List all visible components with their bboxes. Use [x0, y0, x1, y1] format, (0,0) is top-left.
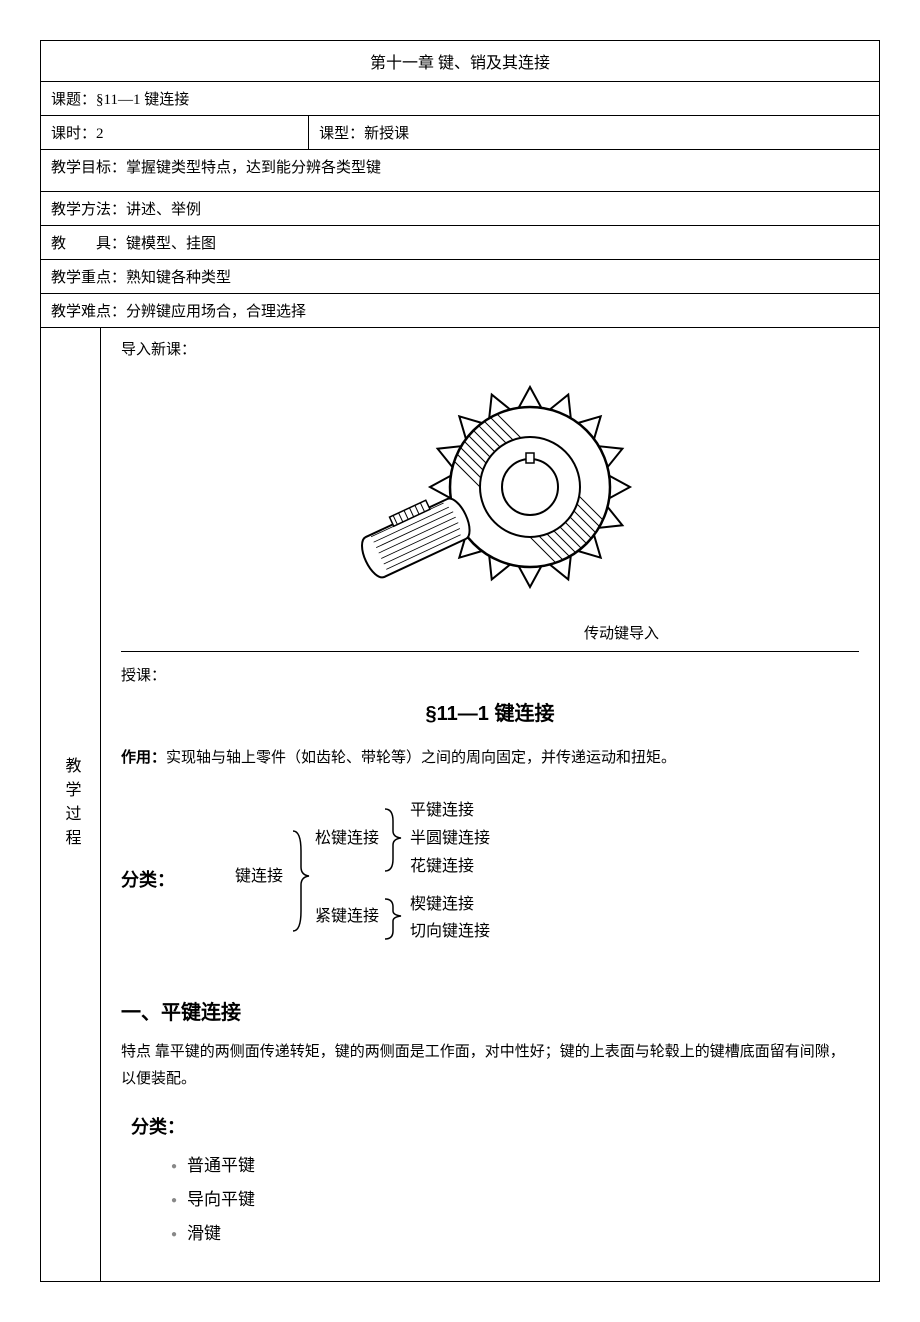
- goal-value: 掌握键类型特点，达到能分辨各类型键: [126, 160, 381, 176]
- classification-tree: 键连接 松键连接 紧键连接 平键连接 半圆键连接 花键连接 楔键连接 切向键: [215, 791, 575, 966]
- document-wrapper: 第十一章 键、销及其连接 课题：§11—1 键连接 课时：2 课型：新授课 教学…: [40, 40, 880, 1282]
- tool-value: 键模型、挂图: [126, 236, 216, 252]
- classify-label: 分类：: [121, 866, 175, 892]
- effect-text: 实现轴与轴上零件（如齿轮、带轮等）之间的周向固定，并传递运动和扭矩。: [166, 750, 676, 766]
- hours-value: 2: [96, 126, 104, 142]
- tree-leaf-1: 平键连接: [410, 801, 474, 819]
- tree-branch2: 紧键连接: [315, 907, 379, 925]
- figure-caption: 传动键导入: [584, 622, 659, 643]
- focus-value: 熟知键各种类型: [126, 270, 231, 286]
- effect-line: 作用：实现轴与轴上零件（如齿轮、带轮等）之间的周向固定，并传递运动和扭矩。: [121, 746, 859, 767]
- classify-block: 分类： 键连接 松键连接 紧键连接 平键连接 半圆键连接 花键连接: [121, 791, 859, 966]
- tree-branch1: 松键连接: [315, 829, 379, 847]
- difficulty-row: 教学难点：分辨键应用场合，合理选择: [41, 294, 879, 328]
- topic-label: 课题：: [51, 92, 96, 108]
- tool-label: 教 具：: [51, 236, 126, 252]
- method-label: 教学方法：: [51, 202, 126, 218]
- type-value: 新授课: [364, 126, 409, 142]
- feature-text: 靠平键的两侧面传递转矩，键的两侧面是工作面，对中性好；键的上表面与轮毂上的键槽底…: [121, 1044, 845, 1087]
- goal-row: 教学目标：掌握键类型特点，达到能分辨各类型键: [41, 150, 879, 192]
- section-title: §11—1 键连接: [121, 697, 859, 726]
- list-item: 导向平键: [171, 1183, 859, 1217]
- flatkey-type-list: 普通平键 导向平键 滑键: [171, 1149, 859, 1251]
- topic-row: 课题：§11—1 键连接: [41, 82, 879, 116]
- feature-label: 特点: [121, 1044, 151, 1060]
- tool-row: 教 具：键模型、挂图: [41, 226, 879, 260]
- lecture-label: 授课：: [121, 664, 859, 685]
- tree-root: 键连接: [235, 867, 283, 885]
- type-cell: 课型：新授课: [309, 116, 879, 149]
- main-row: 教学过程 导入新课：: [41, 328, 879, 1281]
- type-label: 课型：: [319, 126, 364, 142]
- content-area: 导入新课：: [101, 328, 879, 1281]
- gear-figure: 传动键导入: [121, 367, 859, 652]
- feature-paragraph: 特点 靠平键的两侧面传递转矩，键的两侧面是工作面，对中性好；键的上表面与轮毂上的…: [121, 1039, 859, 1093]
- hours-cell: 课时：2: [41, 116, 309, 149]
- gear-illustration: [320, 377, 660, 632]
- tree-leaf-4: 楔键连接: [410, 895, 474, 913]
- focus-label: 教学重点：: [51, 270, 126, 286]
- tree-leaf-5: 切向键连接: [410, 922, 490, 940]
- chapter-title: 第十一章 键、销及其连接: [41, 41, 879, 82]
- hours-type-row: 课时：2 课型：新授课: [41, 116, 879, 150]
- hours-label: 课时：: [51, 126, 96, 142]
- process-side-label: 教学过程: [41, 328, 101, 1281]
- goal-label: 教学目标：: [51, 160, 126, 176]
- sub-heading-flatkey: 一、平键连接: [121, 996, 859, 1025]
- method-row: 教学方法：讲述、举例: [41, 192, 879, 226]
- topic-value: §11—1 键连接: [96, 92, 189, 108]
- sub-classify-label: 分类：: [131, 1113, 859, 1139]
- list-item: 普通平键: [171, 1149, 859, 1183]
- intro-label: 导入新课：: [121, 338, 859, 359]
- tree-leaf-3: 花键连接: [410, 857, 474, 875]
- difficulty-label: 教学难点：: [51, 304, 126, 320]
- method-value: 讲述、举例: [126, 202, 201, 218]
- focus-row: 教学重点：熟知键各种类型: [41, 260, 879, 294]
- list-item: 滑键: [171, 1217, 859, 1251]
- difficulty-value: 分辨键应用场合，合理选择: [126, 304, 306, 320]
- tree-leaf-2: 半圆键连接: [410, 829, 490, 847]
- effect-label: 作用：: [121, 750, 166, 766]
